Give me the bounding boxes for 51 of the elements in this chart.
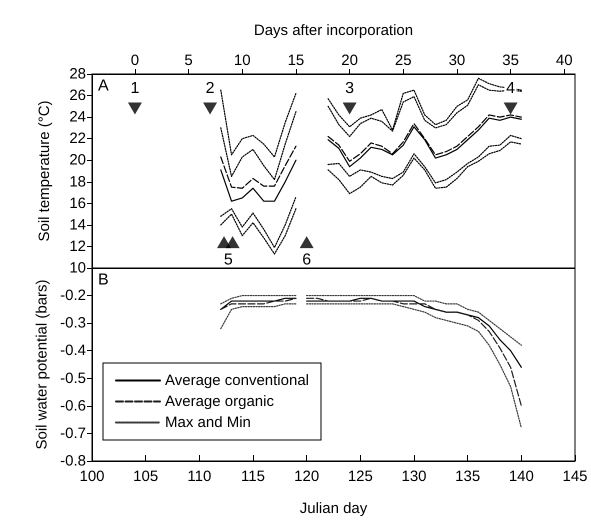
x2-tick-label: 10 xyxy=(234,52,251,69)
y-tick-label: 10 xyxy=(69,260,86,276)
y-tick-label: -0.5 xyxy=(60,370,86,387)
annotation: 2 xyxy=(206,80,215,97)
y-tick-label: 28 xyxy=(69,66,86,82)
annotation: 4 xyxy=(506,80,516,97)
annotation: 6 xyxy=(302,252,312,269)
x2-tick-label: 25 xyxy=(394,52,412,69)
y-tick-label: -0.4 xyxy=(60,342,86,360)
x-tick-label: 115 xyxy=(241,468,265,485)
y-tick-label: -0.3 xyxy=(60,314,86,332)
x2-tick-label: 30 xyxy=(448,52,466,69)
x2-tick-label: 35 xyxy=(502,52,519,69)
x-axis-title: Julian day xyxy=(300,500,368,517)
x-tick-label: 105 xyxy=(133,468,158,485)
x-tick-label: 145 xyxy=(562,468,588,485)
annotation: B xyxy=(98,272,109,288)
legend-label: Average organic xyxy=(165,393,274,410)
x-tick-label: 100 xyxy=(79,468,105,485)
y-tick-label: -0.7 xyxy=(60,424,86,442)
x2-tick-label: 40 xyxy=(556,52,573,69)
x2-axis-title: Days after incorporation xyxy=(254,22,414,39)
y-tick-label: 14 xyxy=(69,216,86,234)
x-tick-label: 110 xyxy=(187,468,212,485)
legend-label: Average conventional xyxy=(165,372,309,389)
y-tick-label: -0.6 xyxy=(60,397,86,414)
annotation: 1 xyxy=(130,80,140,97)
annotation: A xyxy=(98,78,109,94)
x-tick-label: 140 xyxy=(508,468,534,485)
y-tick-label: 20 xyxy=(69,152,86,169)
y-tick-label: 26 xyxy=(69,87,86,104)
x-tick-label: 135 xyxy=(455,468,480,485)
x-tick-label: 120 xyxy=(294,468,320,485)
y-axis-title: Soil water potential (bars) xyxy=(33,279,50,450)
legend-label: Max and Min xyxy=(165,414,251,431)
y-tick-label: 16 xyxy=(69,194,86,212)
annotation: 5 xyxy=(224,252,233,269)
y-tick-label: 18 xyxy=(69,173,86,190)
y-tick-label: -0.8 xyxy=(60,452,86,470)
x2-tick-label: 0 xyxy=(130,52,140,69)
y-tick-label: -0.2 xyxy=(60,287,86,304)
annotation: 3 xyxy=(345,80,354,97)
y-tick-label: 22 xyxy=(69,130,86,148)
x2-tick-label: 5 xyxy=(184,52,193,69)
y-axis-title: Soil temperature (°C) xyxy=(36,100,53,242)
x2-tick-label: 20 xyxy=(341,52,358,69)
y-tick-label: 24 xyxy=(69,108,86,126)
x-tick-label: 125 xyxy=(348,468,373,485)
x-tick-label: 130 xyxy=(401,468,427,485)
x2-tick-label: 15 xyxy=(288,52,304,69)
y-tick-label: 12 xyxy=(69,238,86,255)
